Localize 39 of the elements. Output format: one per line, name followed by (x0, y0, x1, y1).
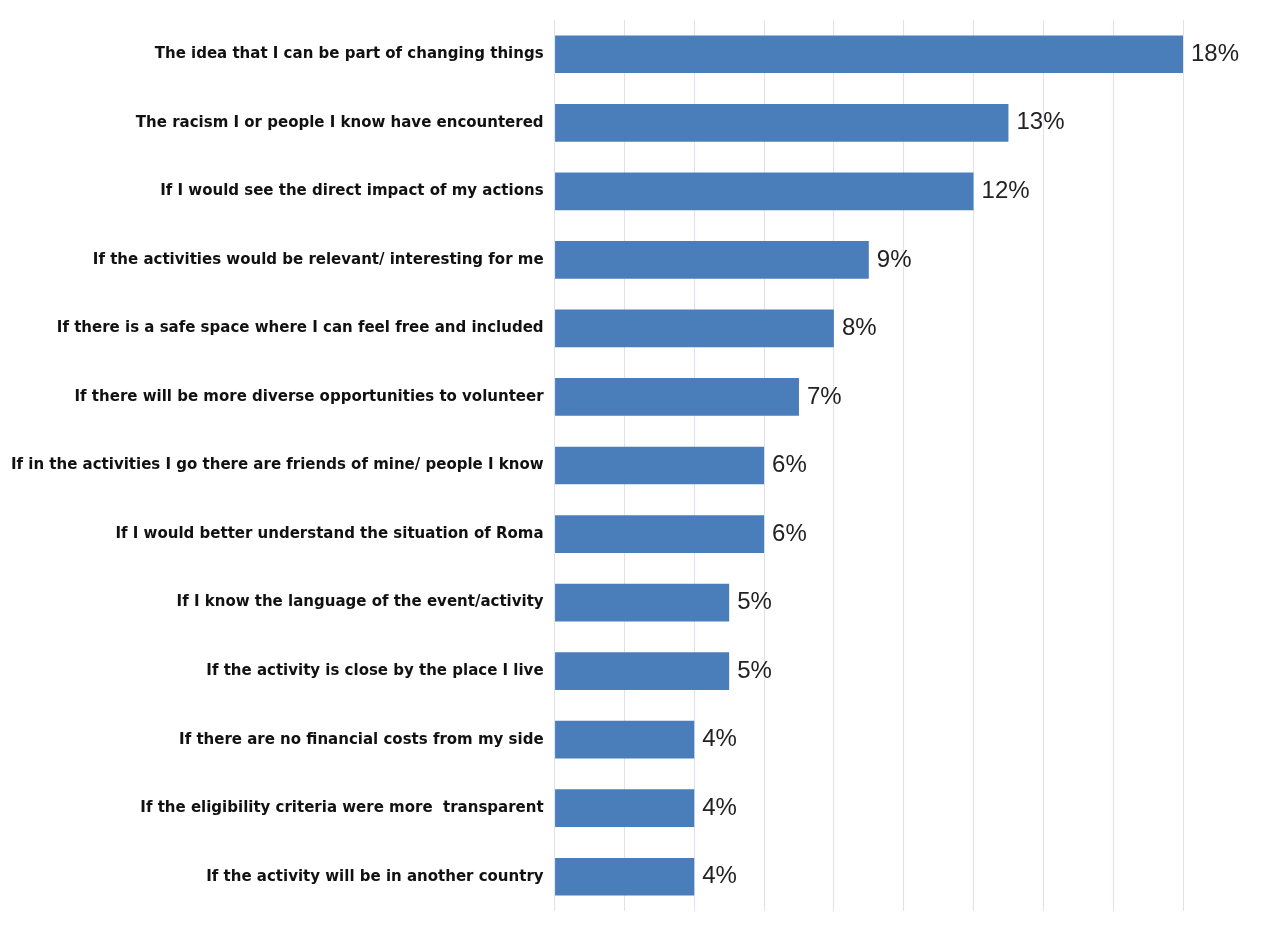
y-tick-label: The idea that I can be part of changing things (154, 44, 544, 63)
bar (555, 241, 869, 279)
bar (555, 309, 834, 348)
data-label: 5% (737, 655, 772, 683)
data-label: 7% (806, 381, 842, 409)
data-label: 12% (981, 175, 1030, 203)
y-tick-label: If the activity is close by the place I live (206, 661, 544, 680)
bar (555, 35, 1183, 74)
data-label: 4% (702, 792, 737, 820)
y-tick-label: The racism I or people I know have encountered (135, 112, 544, 131)
bar (555, 515, 765, 553)
bar (555, 583, 730, 622)
y-tick-label: If the activities would be relevant/ interesting for me (92, 249, 544, 268)
y-tick-label: If in the activities I go there are friends of mine/ people I know (10, 455, 544, 474)
data-label: 8% (841, 313, 877, 341)
data-label: 6% (772, 450, 807, 478)
y-tick-label: If there are no financial costs from my side (179, 729, 544, 748)
y-tick-label: If I would see the direct impact of my actions (160, 181, 544, 200)
bar (555, 378, 799, 416)
y-tick-label: If there will be more diverse opportunities to volunteer (74, 386, 545, 405)
bar (555, 720, 695, 759)
data-label: 6% (772, 518, 807, 546)
bar (555, 103, 1009, 142)
y-tick-label: If the eligibility criteria were more transparent (140, 798, 544, 817)
data-label: 4% (702, 861, 737, 889)
data-label: 4% (702, 724, 737, 752)
data-label: 5% (737, 587, 772, 615)
data-label: 18% (1191, 38, 1240, 66)
bar (555, 857, 695, 896)
y-tick-label: If there is a safe space where I can feel free and included (56, 318, 544, 337)
data-label: 13% (1016, 107, 1065, 135)
bar (555, 789, 695, 828)
y-tick-label: If the activity will be in another country (206, 866, 544, 885)
bar (555, 446, 765, 485)
data-label: 9% (876, 244, 912, 272)
y-tick-label: If I would better understand the situation of Roma (115, 523, 544, 542)
y-tick-label: If I know the language of the event/activity (176, 592, 544, 611)
bar (555, 652, 730, 690)
bar (555, 172, 974, 211)
